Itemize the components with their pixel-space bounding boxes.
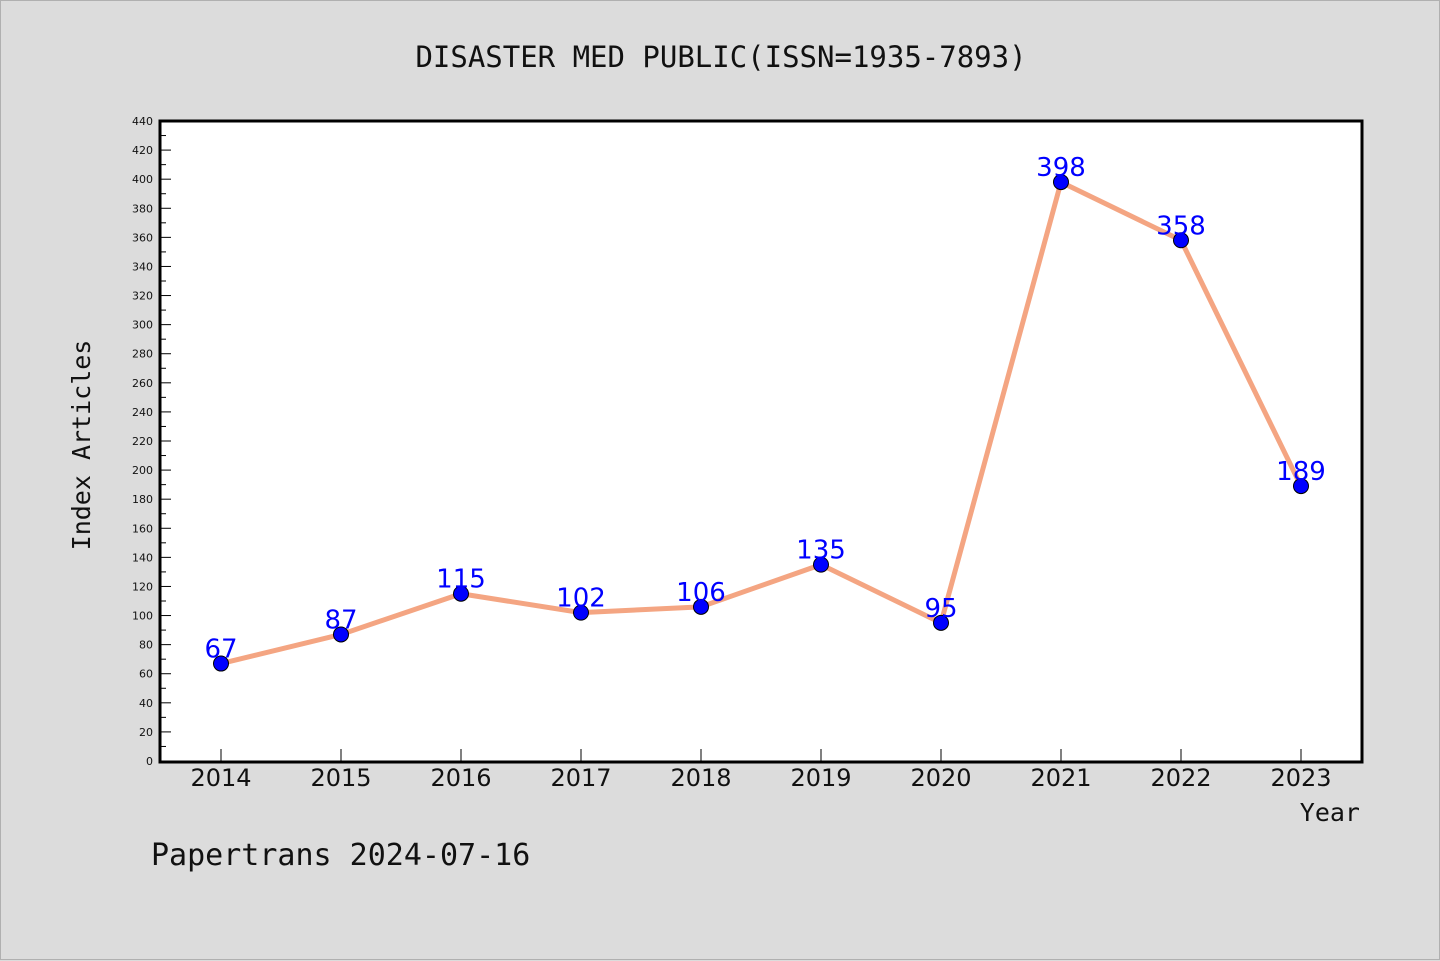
- y-tick-label: 340: [132, 260, 153, 273]
- y-tick-label: 160: [132, 522, 153, 535]
- y-tick-label: 20: [139, 726, 153, 739]
- y-tick-label: 100: [132, 610, 153, 623]
- data-label: 87: [324, 605, 357, 635]
- markers-group: [213, 174, 1309, 672]
- y-axis-label: Index Articles: [67, 340, 96, 551]
- y-tick-label: 80: [139, 639, 153, 652]
- x-tick-label: 2016: [430, 764, 491, 792]
- data-label: 189: [1276, 457, 1326, 487]
- y-tick-label: 200: [132, 464, 153, 477]
- y-tick-label: 40: [139, 697, 153, 710]
- data-point-marker: [693, 598, 709, 615]
- data-point-marker: [1173, 232, 1189, 249]
- y-tick-label: 300: [132, 319, 153, 332]
- data-label: 102: [556, 584, 606, 614]
- y-tick-label: 220: [132, 435, 153, 448]
- y-tick-label: 120: [132, 580, 153, 593]
- x-tick-label: 2015: [310, 764, 371, 792]
- data-point-marker: [453, 585, 469, 602]
- y-axis: 0 20 40 60 80 100 120 140 160 180 200 220 240 260 280 3…: [132, 115, 171, 768]
- data-label: 135: [796, 536, 846, 566]
- y-tick-label: 140: [132, 551, 153, 564]
- data-point-marker: [933, 614, 949, 631]
- y-tick-label: 380: [132, 202, 153, 215]
- y-tick-label: 420: [132, 144, 153, 157]
- y-tick-label: 440: [132, 115, 153, 128]
- y-tick-label: 280: [132, 348, 153, 361]
- data-point-marker: [813, 556, 829, 573]
- data-label: 115: [436, 565, 486, 595]
- y-tick-label: 60: [139, 668, 153, 681]
- data-label: 95: [924, 594, 957, 624]
- series-line-group: [218, 179, 1304, 667]
- data-label: 67: [204, 635, 237, 665]
- x-tick-label: 2019: [790, 764, 851, 792]
- x-tick-label: 2018: [670, 764, 731, 792]
- footer-date-text: Papertrans 2024-07-16: [151, 838, 530, 873]
- x-tick-label: 2021: [1030, 764, 1091, 792]
- x-tick-label: 2023: [1270, 764, 1331, 792]
- y-tick-label: 240: [132, 406, 153, 419]
- data-point-marker: [1053, 174, 1069, 191]
- y-tick-label: 260: [132, 377, 153, 390]
- x-tick-label: 2014: [190, 764, 251, 792]
- chart-title: DISASTER MED PUBLIC(ISSN=1935-7893): [415, 40, 1026, 74]
- data-point-marker: [213, 655, 229, 672]
- x-axis: 2014 2015 2016 2017 2018 2019 2020 2021 2022 2023: [190, 749, 1332, 792]
- data-point-marker: [1293, 478, 1309, 495]
- series-line: [218, 179, 1304, 667]
- x-tick-label: 2017: [550, 764, 611, 792]
- y-tick-label: 400: [132, 173, 153, 186]
- x-tick-label: 2020: [910, 764, 971, 792]
- y-tick-label: 320: [132, 290, 153, 303]
- data-labels-group: 67 87 115 102 106 135 95 398 358 189: [204, 153, 1325, 664]
- data-point-marker: [573, 604, 589, 621]
- y-tick-label: 0: [146, 755, 153, 768]
- data-label: 358: [1156, 211, 1206, 241]
- data-label: 398: [1036, 153, 1086, 183]
- x-tick-label: 2022: [1150, 764, 1211, 792]
- y-tick-label: 180: [132, 493, 153, 506]
- y-tick-label: 360: [132, 231, 153, 244]
- x-axis-label: Year: [1300, 798, 1360, 827]
- plot-area: [158, 119, 1364, 764]
- data-point-marker: [333, 626, 349, 643]
- data-label: 106: [676, 578, 726, 608]
